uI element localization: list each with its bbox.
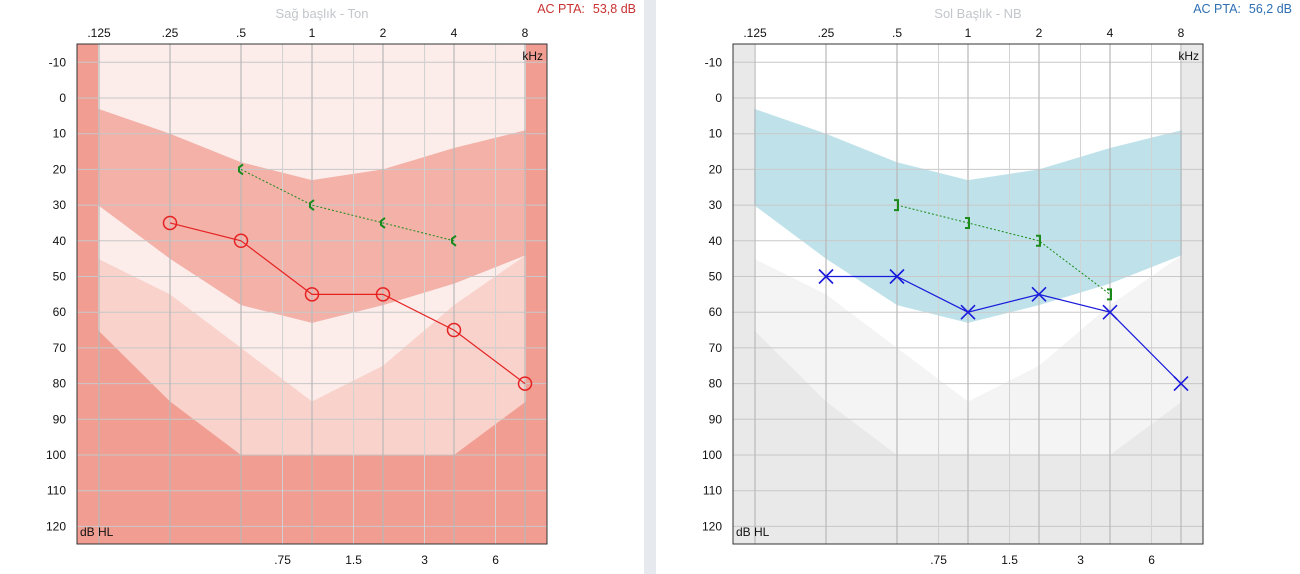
left-pta-label: AC PTA: <box>1193 2 1241 16</box>
x-axis-unit-label: kHz <box>1178 49 1199 63</box>
y-tick-label: 90 <box>709 412 723 426</box>
air-conduction-point <box>889 268 905 285</box>
air-conduction-point <box>375 287 391 302</box>
y-tick-label: 20 <box>53 162 67 176</box>
x-tick-label-top: .5 <box>236 26 246 40</box>
right-panel-title: Sağ başlık - Ton <box>275 6 369 21</box>
air-conduction-point <box>162 215 178 231</box>
x-tick-label-top: .25 <box>818 26 835 40</box>
y-tick-label: -10 <box>705 55 723 69</box>
y-tick-label: 40 <box>53 234 67 248</box>
x-tick-label-top: .25 <box>162 26 179 40</box>
y-tick-label: 60 <box>53 305 67 319</box>
x-tick-label-top: .125 <box>743 26 767 40</box>
x-tick-label-top: .125 <box>87 26 111 40</box>
x-tick-label-bottom: 3 <box>1077 553 1084 567</box>
left-ear-panel: Sol Başlık - NB AC PTA: 56,2 dB .125 .25 .5… <box>656 0 1300 574</box>
y-tick-label: 80 <box>709 377 723 391</box>
y-tick-label: 0 <box>59 91 66 105</box>
y-tick-label: 10 <box>709 127 723 141</box>
y-tick-label: 90 <box>53 412 67 426</box>
y-tick-label: 80 <box>53 377 67 391</box>
y-tick-label: 70 <box>709 341 723 355</box>
x-tick-label-bottom: 1.5 <box>345 553 362 567</box>
y-tick-label: 100 <box>702 448 722 462</box>
x-tick-label-top: .5 <box>892 26 902 40</box>
left-pta-value: 56,2 dB <box>1248 2 1292 16</box>
bone-conduction-point <box>238 163 244 176</box>
y-tick-label: 30 <box>709 198 723 212</box>
y-tick-label: 120 <box>46 519 66 533</box>
y-axis-unit-label: dB HL <box>736 525 770 539</box>
bone-conduction-point <box>1036 234 1041 247</box>
left-audiogram-chart[interactable]: .125 .25 .5 1 2 4 8 .75 1.5 3 6 -10 0 10 20 30 40 50 60 70 8… <box>656 0 1300 574</box>
bone-conduction-point <box>451 235 457 247</box>
y-tick-label: 40 <box>709 234 723 248</box>
right-audiogram-chart[interactable]: .125 .25 .5 1 2 4 8 .75 1.5 3 6 -10 0 10 20 30 40 50 60 70 8… <box>0 0 644 574</box>
x-tick-label-top: 2 <box>1036 26 1043 40</box>
y-tick-label: 0 <box>715 91 722 105</box>
y-tick-label: 50 <box>53 270 67 284</box>
x-axis-unit-label: kHz <box>522 49 543 63</box>
plot-frame <box>76 43 548 545</box>
x-tick-label-top: 8 <box>522 26 529 40</box>
bone-conduction-point <box>965 216 970 229</box>
air-conduction-point <box>446 322 462 338</box>
bone-conduction-point <box>894 199 899 212</box>
x-tick-label-bottom: 3 <box>421 553 428 567</box>
x-tick-label-top: 4 <box>451 26 458 40</box>
right-pta-readout: AC PTA: 53,8 dB <box>537 2 636 16</box>
y-axis-unit-label: dB HL <box>80 525 114 539</box>
air-conduction-point <box>818 268 834 285</box>
y-tick-label: 50 <box>709 270 723 284</box>
air-conduction-point <box>1031 286 1047 302</box>
left-panel-title: Sol Başlık - NB <box>934 6 1022 21</box>
x-tick-label-bottom: 6 <box>1148 553 1155 567</box>
x-tick-label-top: 4 <box>1107 26 1114 40</box>
bone-conduction-line <box>896 204 1111 295</box>
air-conduction-point <box>1173 376 1189 392</box>
x-tick-label-top: 8 <box>1178 26 1185 40</box>
y-tick-label: 60 <box>709 305 723 319</box>
bone-conduction-line <box>240 168 455 242</box>
x-tick-label-bottom: 1.5 <box>1001 553 1018 567</box>
air-conduction-point <box>517 376 533 391</box>
x-tick-label-bottom: .75 <box>930 553 947 567</box>
y-tick-label: 20 <box>709 162 723 176</box>
x-tick-label-bottom: 6 <box>492 553 499 567</box>
x-tick-label-top: 2 <box>380 26 387 40</box>
bone-conduction-point <box>380 217 386 229</box>
y-tick-label: 10 <box>53 127 67 141</box>
y-tick-label: 70 <box>53 341 67 355</box>
y-tick-label: 120 <box>702 519 722 533</box>
right-pta-value: 53,8 dB <box>592 2 636 16</box>
air-conduction-point <box>233 233 249 249</box>
air-conduction-point <box>304 287 320 302</box>
x-tick-label-bottom: .75 <box>274 553 291 567</box>
x-tick-label-top: 1 <box>965 26 972 40</box>
air-conduction-line <box>169 222 526 385</box>
right-pta-label: AC PTA: <box>537 2 585 16</box>
y-tick-label: 30 <box>53 198 67 212</box>
air-conduction-line <box>826 275 1182 385</box>
air-conduction-point <box>1102 304 1118 320</box>
y-tick-label: 110 <box>47 484 66 498</box>
panel-divider <box>644 0 656 574</box>
bone-conduction-point <box>309 199 315 211</box>
y-tick-label: -10 <box>49 55 67 69</box>
air-conduction-point <box>960 304 976 320</box>
y-tick-label: 100 <box>46 448 66 462</box>
right-ear-panel: Sağ başlık - Ton AC PTA: 53,8 dB .125 .25.… <box>0 0 644 574</box>
y-tick-label: 110 <box>703 484 722 498</box>
left-pta-readout: AC PTA: 56,2 dB <box>1193 2 1292 16</box>
bone-conduction-point <box>1107 288 1112 301</box>
plot-frame <box>732 43 1204 545</box>
x-tick-label-top: 1 <box>309 26 316 40</box>
